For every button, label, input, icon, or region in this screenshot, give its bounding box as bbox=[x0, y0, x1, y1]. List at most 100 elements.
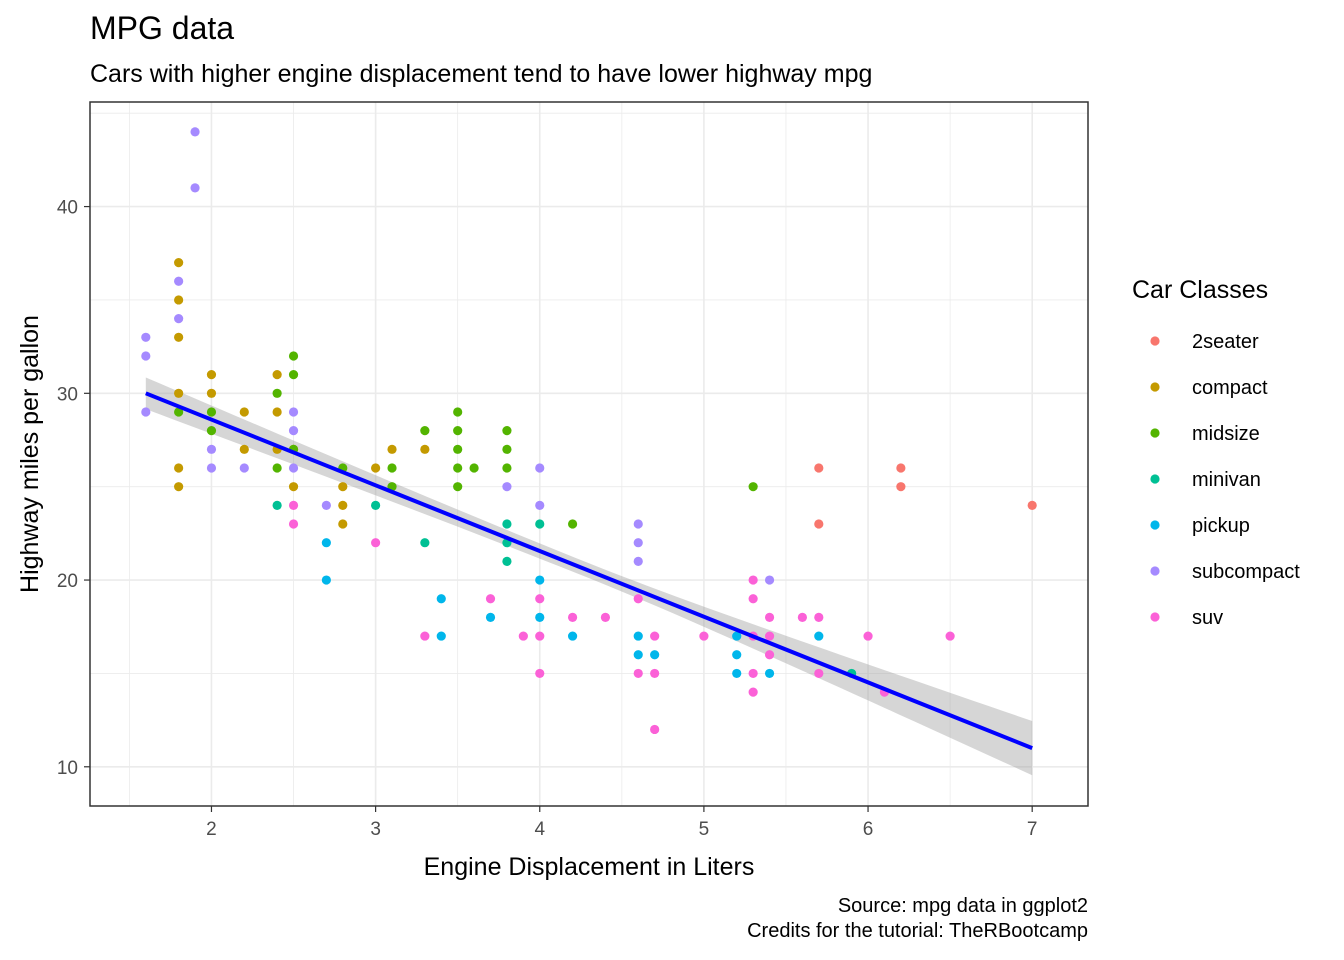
data-point-compact bbox=[239, 444, 249, 454]
data-point-suv bbox=[650, 724, 660, 735]
data-point-subcompact bbox=[764, 575, 775, 585]
y-tick-label: 20 bbox=[57, 571, 78, 592]
data-point-suv bbox=[288, 519, 299, 529]
data-point-suv bbox=[535, 668, 545, 679]
x-tick-label: 2 bbox=[206, 819, 217, 840]
data-point-compact bbox=[387, 444, 397, 454]
legend-label-compact: compact bbox=[1192, 377, 1268, 399]
data-point-compact bbox=[338, 500, 348, 510]
data-point-suv bbox=[518, 631, 528, 641]
y-tick-label: 30 bbox=[57, 384, 78, 405]
data-point-compact bbox=[206, 388, 217, 398]
data-point-suv bbox=[600, 612, 611, 622]
legend-label-2seater: 2seater bbox=[1192, 331, 1259, 353]
data-point-2seater bbox=[814, 463, 824, 473]
data-point-subcompact bbox=[288, 407, 299, 417]
data-point-compact bbox=[288, 482, 299, 492]
data-point-pickup bbox=[650, 650, 660, 660]
legend-key-subcompact bbox=[1150, 566, 1160, 576]
data-point-pickup bbox=[321, 575, 331, 585]
data-point-midsize bbox=[502, 426, 512, 436]
data-point-minivan bbox=[535, 519, 545, 529]
data-point-suv bbox=[814, 612, 824, 622]
data-point-compact bbox=[420, 444, 430, 454]
legend-key-pickup bbox=[1150, 520, 1160, 530]
data-point-minivan bbox=[502, 556, 512, 566]
data-point-compact bbox=[174, 295, 184, 305]
caption-credits: Credits for the tutorial: TheRBootcamp bbox=[747, 920, 1088, 942]
data-point-2seater bbox=[814, 519, 824, 529]
data-point-subcompact bbox=[206, 463, 217, 473]
data-point-pickup bbox=[535, 575, 545, 585]
data-point-pickup bbox=[321, 538, 331, 548]
x-axis-title: Engine Displacement in Liters bbox=[424, 853, 755, 881]
data-point-pickup bbox=[633, 631, 643, 641]
x-tick-label: 6 bbox=[863, 819, 874, 840]
data-point-subcompact bbox=[288, 426, 299, 436]
y-tick-label: 40 bbox=[57, 198, 78, 219]
data-point-minivan bbox=[502, 519, 512, 529]
x-tick-label: 5 bbox=[699, 819, 710, 840]
chart-title: MPG data bbox=[90, 10, 235, 46]
legend-label-midsize: midsize bbox=[1192, 423, 1260, 445]
data-point-suv bbox=[748, 594, 758, 604]
data-point-midsize bbox=[288, 351, 299, 361]
data-point-midsize bbox=[387, 463, 397, 473]
trend-line bbox=[145, 391, 1033, 750]
data-point-2seater bbox=[896, 482, 906, 492]
y-tick-label: 10 bbox=[57, 758, 78, 779]
data-point-suv bbox=[535, 594, 545, 604]
data-point-minivan bbox=[272, 500, 282, 510]
y-axis: 10 20 30 40 bbox=[57, 198, 90, 779]
data-point-compact bbox=[174, 257, 184, 268]
data-point-subcompact bbox=[141, 332, 151, 342]
data-point-suv bbox=[748, 687, 758, 697]
data-point-subcompact bbox=[633, 538, 643, 548]
x-tick-label: 3 bbox=[370, 819, 381, 840]
data-point-midsize bbox=[272, 388, 282, 398]
legend-title: Car Classes bbox=[1132, 276, 1268, 304]
data-point-subcompact bbox=[535, 463, 545, 473]
data-point-2seater bbox=[896, 463, 906, 473]
data-point-suv bbox=[650, 631, 660, 641]
data-point-compact bbox=[338, 519, 348, 529]
data-point-suv bbox=[814, 668, 824, 679]
data-point-compact bbox=[174, 482, 184, 492]
data-point-compact bbox=[174, 463, 184, 473]
data-point-pickup bbox=[567, 631, 578, 641]
data-point-subcompact bbox=[535, 500, 545, 510]
data-point-midsize bbox=[420, 426, 430, 436]
data-point-suv bbox=[633, 594, 643, 604]
caption-source: Source: mpg data in ggplot2 bbox=[837, 895, 1088, 917]
data-point-midsize bbox=[748, 482, 758, 492]
legend-label-subcompact: subcompact bbox=[1192, 561, 1300, 583]
data-point-subcompact bbox=[206, 444, 217, 454]
data-point-pickup bbox=[732, 650, 742, 660]
data-point-suv bbox=[764, 612, 775, 622]
data-point-suv bbox=[288, 500, 299, 510]
data-point-subcompact bbox=[174, 276, 184, 286]
panel-border bbox=[89, 101, 1089, 807]
legend-key-minivan bbox=[1150, 474, 1160, 484]
grid-lines bbox=[90, 102, 1088, 806]
chart-subtitle: Cars with higher engine displacement ten… bbox=[90, 60, 873, 88]
trend-line-layer bbox=[145, 391, 1033, 750]
data-point-compact bbox=[272, 407, 282, 417]
data-point-subcompact bbox=[174, 314, 184, 324]
data-point-pickup bbox=[485, 612, 496, 622]
data-point-subcompact bbox=[141, 351, 151, 361]
data-point-subcompact bbox=[633, 519, 643, 529]
data-point-pickup bbox=[633, 650, 643, 660]
data-point-suv bbox=[650, 668, 660, 679]
y-axis-title: Highway miles per gallon bbox=[16, 315, 44, 593]
data-point-compact bbox=[272, 370, 282, 380]
confidence-band bbox=[145, 377, 1033, 776]
data-point-suv bbox=[945, 631, 955, 641]
data-point-subcompact bbox=[141, 407, 151, 417]
data-point-midsize bbox=[288, 370, 299, 380]
data-point-midsize bbox=[502, 463, 512, 473]
data-point-subcompact bbox=[288, 463, 299, 473]
data-point-subcompact bbox=[321, 500, 331, 510]
data-point-2seater bbox=[1027, 500, 1037, 510]
